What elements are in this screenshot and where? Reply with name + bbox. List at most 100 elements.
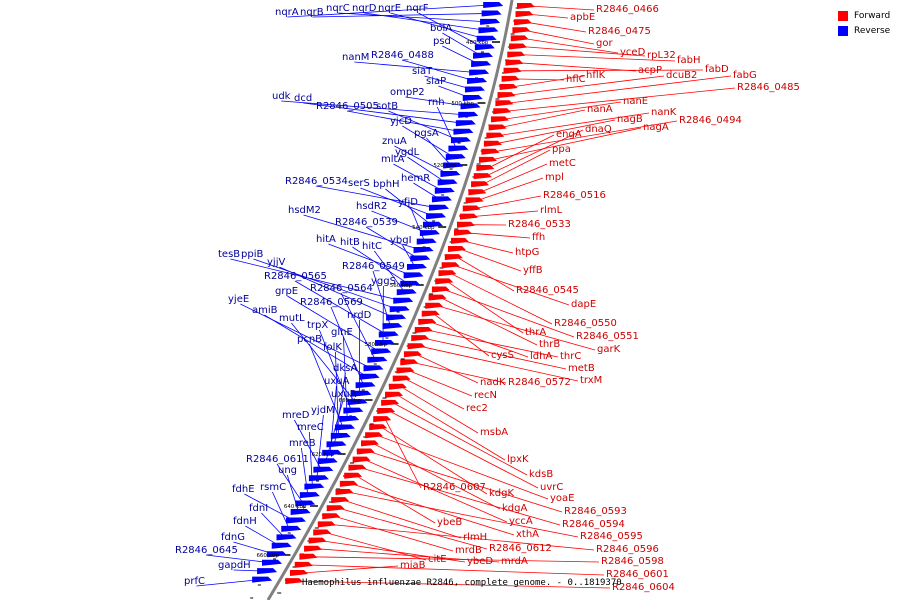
forward-connector [480,163,548,193]
gene-label-reverse: R2846_0565 [264,271,327,282]
gene-label-reverse: sotB [376,101,398,112]
gene-label-forward: R2846_0466 [596,4,659,15]
forward-connector [360,467,561,526]
forward-feature [335,489,354,495]
reverse-connector [374,250,406,293]
forward-connector [311,556,600,563]
forward-feature [501,75,520,82]
gene-label-reverse: R2846_0549 [342,261,405,272]
forward-connector [498,112,650,136]
forward-feature [450,237,469,244]
forward-feature [344,472,363,479]
forward-connector [505,87,736,112]
forward-feature [481,148,500,155]
gene-label-reverse: rnh [428,97,445,108]
gene-label-reverse: nqrD [352,3,377,14]
forward-feature [431,286,450,293]
reverse-feature [271,542,292,549]
forward-connector [426,329,559,358]
forward-connector [338,507,488,550]
forward-connector [372,443,501,510]
forward-connector [347,491,579,538]
gene-label-reverse: folK [323,342,342,353]
reverse-connector [346,110,462,133]
forward-connector [297,580,611,589]
reverse-feature [483,2,504,8]
gene-label-reverse: hemR [401,173,430,184]
forward-connector [446,281,524,334]
reverse-feature [299,492,320,499]
forward-feature [414,327,433,333]
gene-label-reverse: R2846_0645 [175,545,238,556]
gene-label-reverse: bolA [430,23,452,34]
reverse-connector [245,525,280,547]
forward-feature [483,140,502,147]
gene-label-reverse: ompP2 [390,87,425,98]
reverse-connector [424,75,474,90]
gene-label-reverse: udk [272,91,291,102]
reverse-connector [388,110,460,141]
gene-label-forward: metB [568,363,595,374]
gene-label-forward: ppa [552,144,571,155]
reverse-feature [295,500,316,507]
gene-label-reverse: fdnG [221,532,245,543]
forward-feature [438,270,457,277]
gene-label-forward: ldhA [530,351,552,362]
forward-connector [488,134,555,169]
reverse-feature [416,238,437,245]
forward-feature [495,100,514,107]
gene-label-reverse: glnE [331,327,353,338]
reverse-feature [403,272,424,279]
gene-label-forward: R2846_0572 [508,377,571,388]
reverse-connector [287,295,380,352]
reverse-feature [429,204,450,211]
gene-label-reverse: psd [433,36,451,47]
forward-feature [392,375,411,382]
forward-feature [456,221,475,228]
forward-feature [396,367,415,374]
reverse-feature [464,86,485,93]
reverse-connector [294,280,387,335]
gene-label-forward: rlmH [463,532,487,543]
gene-label-forward: ffh [532,232,545,243]
forward-feature [447,246,466,252]
forward-connector [509,75,665,96]
reverse-connector [253,258,398,310]
gene-label-reverse: mltA [381,154,404,165]
forward-connector [511,75,585,88]
forward-connector [500,109,586,128]
reverse-connector [442,45,480,65]
gene-label-forward: yffB [523,265,543,276]
reverse-connector [309,343,344,428]
gene-label-forward: rlmL [540,205,563,216]
gene-label-reverse: nqrA [275,7,299,18]
forward-connector [396,394,506,461]
forward-connector [334,515,454,552]
forward-connector [482,149,551,185]
forward-connector [465,232,531,239]
forward-feature [507,51,526,58]
legend-reverse-label: Reverse [854,25,891,36]
forward-feature [331,497,350,504]
genome-backbone [266,0,514,600]
gene-features [252,2,535,585]
reverse-feature [406,263,427,270]
reverse-connector [261,512,285,538]
reverse-feature [330,432,351,439]
gene-label-forward: hflC [566,74,586,85]
gene-label-forward: mrdB [455,545,482,556]
gene-label-forward: R2846_0550 [554,318,617,329]
gene-label-reverse: pcnB [297,334,322,345]
gene-label-forward: R2846_0545 [516,285,579,296]
gene-label-reverse: nqrB [300,7,324,18]
reverse-feature [389,306,410,313]
forward-feature [454,229,473,236]
reverse-connector [352,246,409,285]
forward-feature [294,561,313,568]
forward-connector [513,78,565,81]
forward-feature [285,578,304,585]
gene-label-forward: kdsB [529,469,553,480]
reverse-feature [326,441,347,448]
forward-feature [462,205,481,212]
forward-connector [368,451,563,513]
